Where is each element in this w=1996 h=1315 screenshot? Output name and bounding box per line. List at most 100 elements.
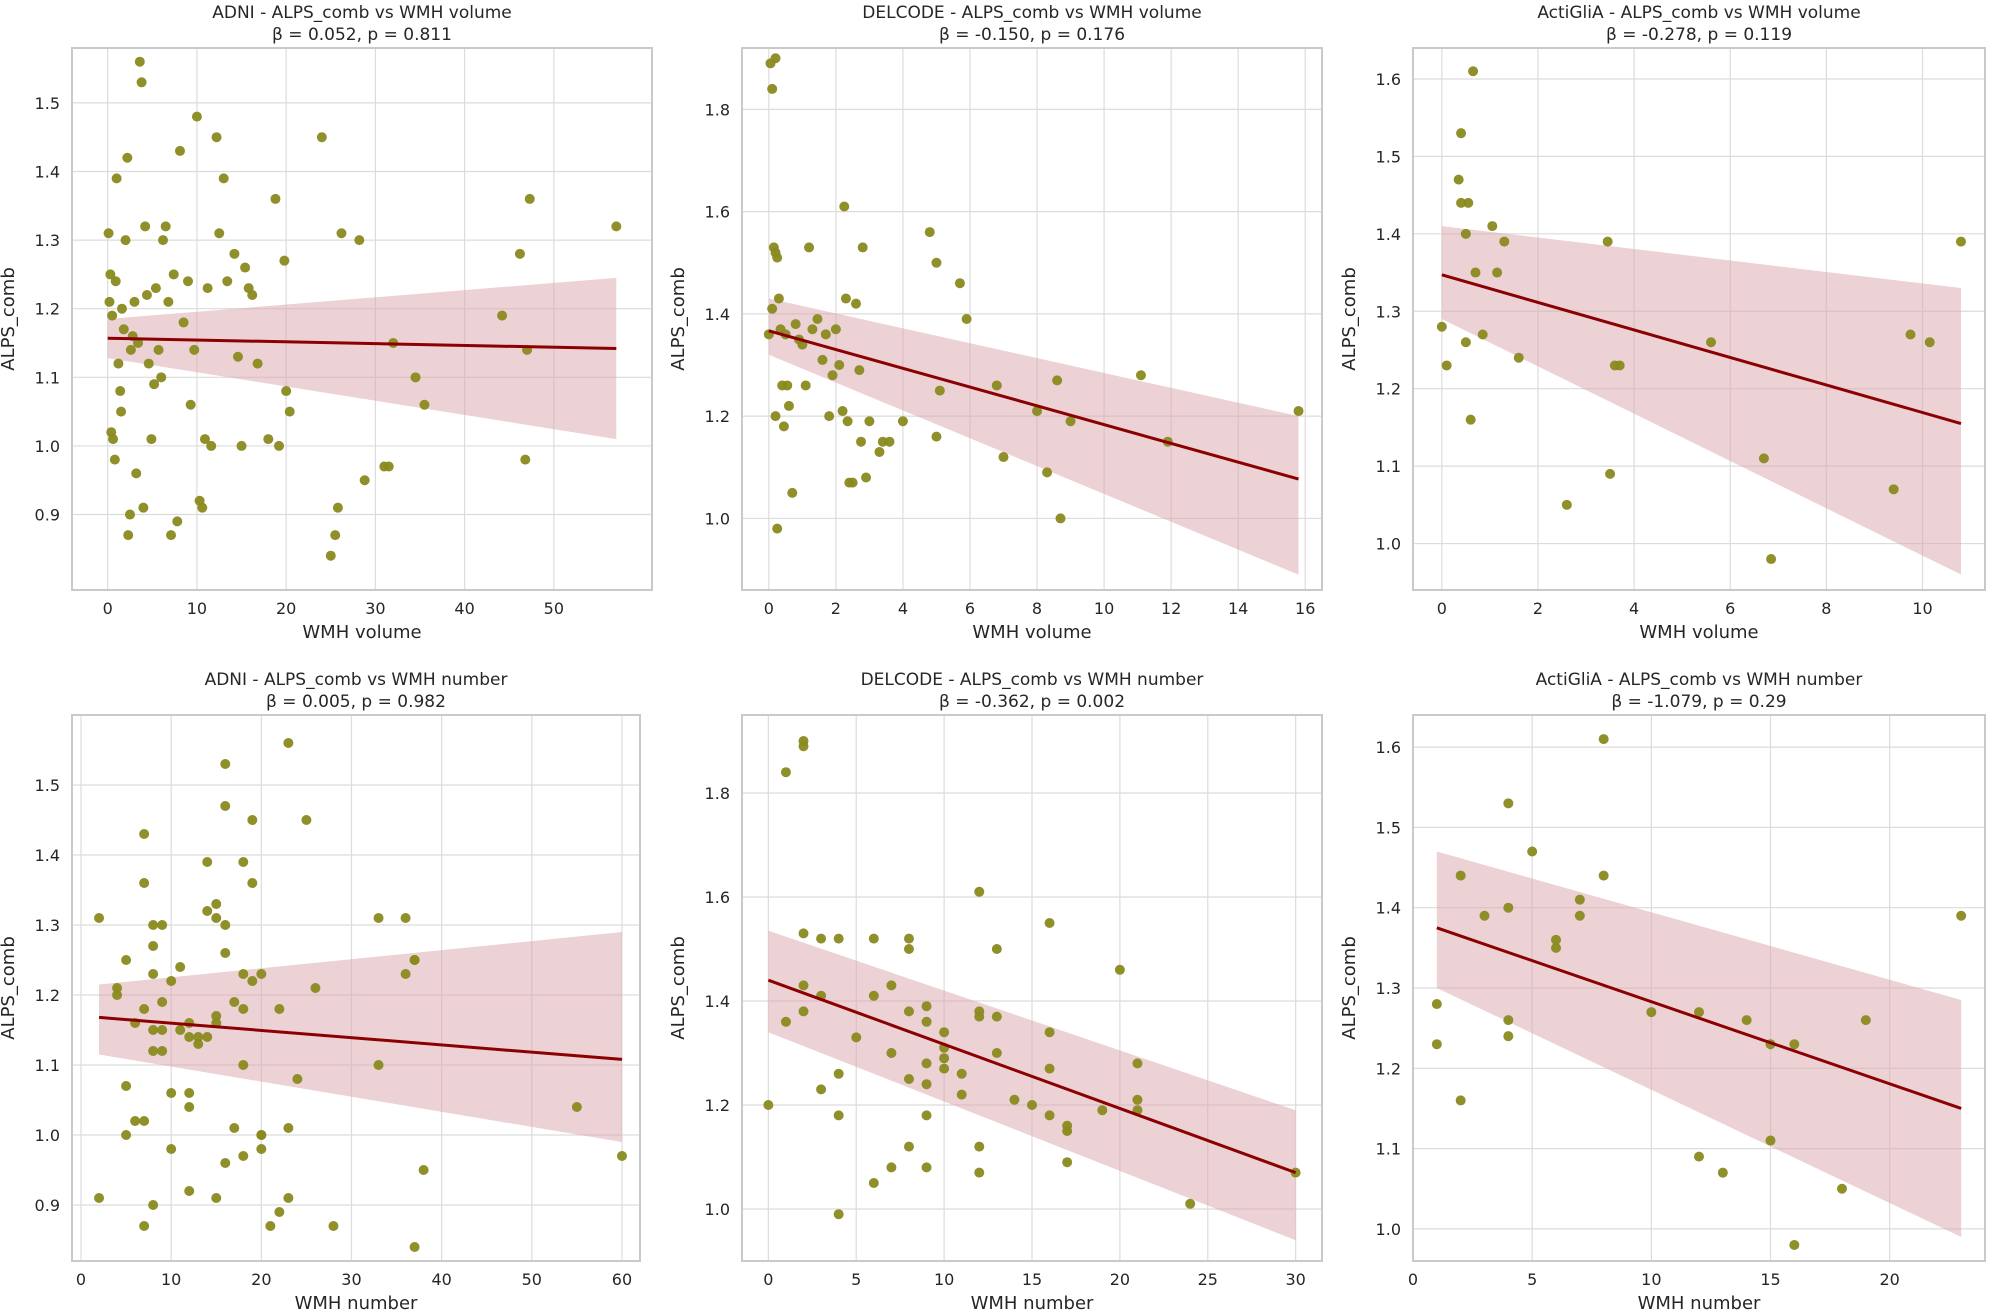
y-tick-label: 0.9 xyxy=(35,1196,60,1215)
data-point xyxy=(143,358,154,369)
data-point xyxy=(163,296,174,307)
data-point xyxy=(854,365,865,376)
data-point xyxy=(1460,337,1471,348)
data-point xyxy=(770,53,781,64)
y-axis-label: ALPS_comb xyxy=(0,936,19,1040)
chart-subtitle: β = -0.362, p = 0.002 xyxy=(939,692,1125,712)
data-point xyxy=(166,976,177,986)
data-point xyxy=(400,969,411,979)
y-tick-label: 1.0 xyxy=(35,437,60,456)
chart-title: DELCODE - ALPS_comb vs WMH number xyxy=(861,670,1204,690)
data-point xyxy=(122,152,133,163)
data-point xyxy=(284,406,295,417)
data-point xyxy=(130,1116,141,1126)
data-point xyxy=(238,1151,249,1161)
data-point xyxy=(400,913,411,923)
x-tick-label: 5 xyxy=(851,1270,861,1289)
data-point xyxy=(903,1006,914,1017)
data-point xyxy=(175,962,186,972)
data-point xyxy=(820,329,831,340)
data-point xyxy=(840,293,851,304)
data-point xyxy=(189,344,200,355)
data-point xyxy=(798,736,809,746)
data-point xyxy=(1436,321,1447,332)
data-point xyxy=(133,338,144,349)
plot-frame xyxy=(741,47,1323,591)
y-tick-label: 1.5 xyxy=(1376,818,1401,837)
data-point xyxy=(824,411,835,422)
y-tick-label: 1.8 xyxy=(705,100,730,119)
data-point xyxy=(220,801,231,811)
data-point xyxy=(359,475,370,486)
data-point xyxy=(842,416,853,427)
confidence-band xyxy=(768,930,1296,1241)
data-point xyxy=(1492,267,1503,278)
data-point xyxy=(274,440,285,451)
data-point xyxy=(1503,798,1514,809)
y-tick-label: 1.0 xyxy=(35,1126,60,1145)
y-tick-label: 1.2 xyxy=(35,300,60,319)
chart-panel-1: 0 10 20 30 40 50 0.9 1.0 1.1 1.2 1.3 1.4 1.5 ADNI - A… xyxy=(0,3,653,643)
data-point xyxy=(310,983,321,993)
data-point xyxy=(256,969,267,979)
x-tick-label: 4 xyxy=(1629,599,1639,618)
data-point xyxy=(202,283,213,294)
data-point xyxy=(419,399,430,410)
data-point xyxy=(1456,128,1467,139)
x-tick-label: 20 xyxy=(276,599,296,618)
data-point xyxy=(211,1193,222,1203)
data-point xyxy=(524,193,535,204)
data-point xyxy=(974,886,985,897)
data-point xyxy=(1741,1015,1752,1026)
data-point xyxy=(1460,228,1471,239)
data-point xyxy=(956,1068,967,1079)
x-tick-label: 5 xyxy=(1527,1270,1537,1289)
x-tick-label: 0 xyxy=(103,599,113,618)
data-point xyxy=(139,1004,150,1014)
y-tick-label: 1.3 xyxy=(1376,979,1401,998)
data-point xyxy=(199,434,210,445)
x-axis-label: WMH number xyxy=(971,1293,1094,1314)
chart-panel-6: 0 5 10 15 20 1.0 1.1 1.2 1.3 1.4 1.5 1.6 ActiGliA - … xyxy=(1339,670,1986,1314)
plot-frame xyxy=(1412,714,1986,1262)
data-point xyxy=(330,530,341,541)
data-point xyxy=(94,1193,105,1203)
data-point xyxy=(193,1039,204,1049)
data-point xyxy=(121,1130,132,1140)
data-point xyxy=(1646,1007,1657,1018)
data-point xyxy=(1463,197,1474,208)
data-point xyxy=(373,913,384,923)
data-point xyxy=(1062,1157,1073,1168)
data-point xyxy=(139,829,150,839)
data-point xyxy=(800,380,811,391)
data-point xyxy=(991,1011,1002,1022)
data-point xyxy=(1924,337,1935,348)
data-point xyxy=(886,1162,897,1173)
y-axis-label: ALPS_comb xyxy=(1339,936,1360,1040)
data-point xyxy=(884,436,895,447)
y-axis-label: ALPS_comb xyxy=(1339,267,1360,371)
chart-title: DELCODE - ALPS_comb vs WMH volume xyxy=(862,3,1201,23)
data-point xyxy=(1044,1110,1055,1121)
data-point xyxy=(1477,329,1488,340)
data-point xyxy=(191,111,202,122)
y-tick-label: 1.0 xyxy=(705,1200,730,1219)
data-point xyxy=(283,738,294,748)
regression-line xyxy=(107,336,617,351)
data-point xyxy=(851,1032,862,1043)
data-point xyxy=(780,1016,791,1027)
data-point xyxy=(110,276,121,287)
data-point xyxy=(1503,1015,1514,1026)
x-tick-label: 6 xyxy=(1725,599,1735,618)
data-point xyxy=(816,1084,827,1095)
data-point xyxy=(817,354,828,365)
data-point xyxy=(956,1089,967,1100)
data-point xyxy=(134,56,145,67)
data-point xyxy=(121,955,132,965)
x-tick-label: 2 xyxy=(1533,599,1543,618)
x-axis-label: WMH volume xyxy=(1639,622,1758,643)
data-point xyxy=(178,317,189,328)
data-point xyxy=(1032,406,1043,417)
data-point xyxy=(265,1221,276,1231)
data-point xyxy=(886,1048,897,1058)
